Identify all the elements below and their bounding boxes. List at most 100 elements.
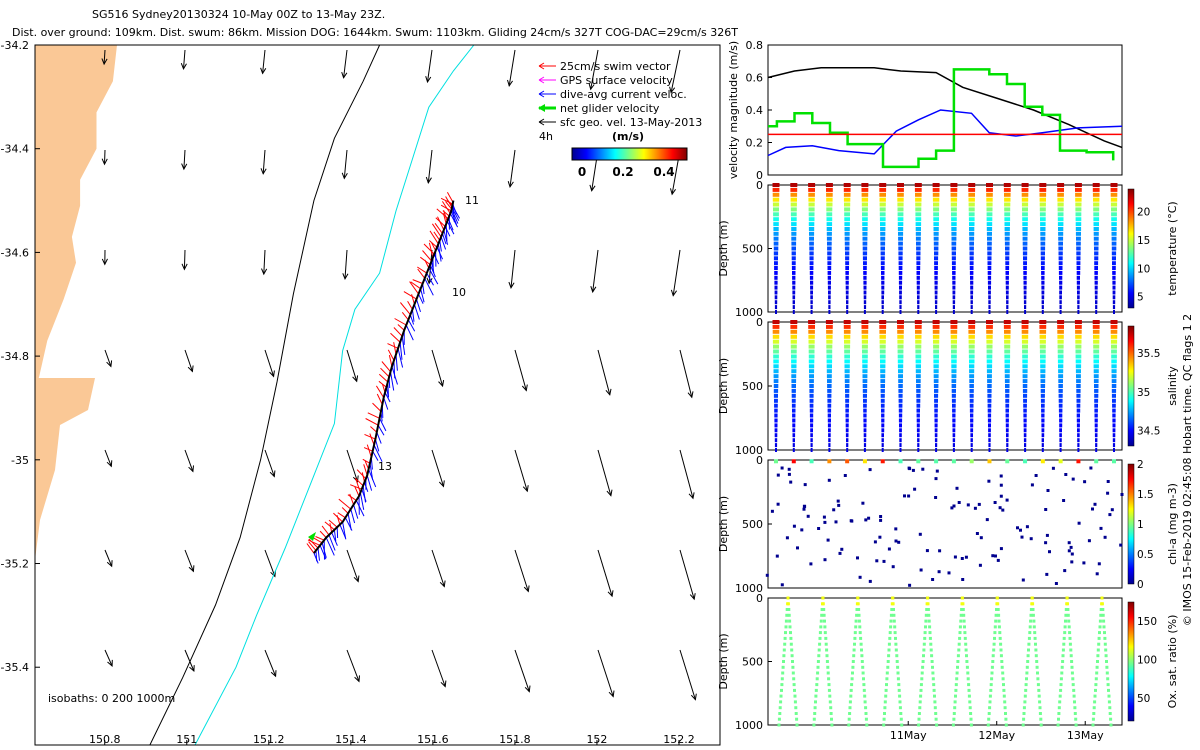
section-point (1075, 344, 1082, 349)
section-point (785, 613, 789, 617)
coastline-land-south (35, 378, 95, 560)
section-point (1057, 344, 1064, 349)
section-point (933, 222, 939, 227)
section-point (808, 320, 816, 324)
section-point (1099, 613, 1103, 617)
section-point (897, 320, 904, 324)
section-point (988, 443, 991, 448)
section-point (862, 251, 868, 256)
section-point (995, 608, 998, 611)
section-point (1076, 418, 1080, 423)
section-point (986, 334, 993, 339)
section-point (969, 374, 975, 379)
section-point (1075, 187, 1082, 192)
section-point (1037, 688, 1041, 692)
swim-vector (362, 458, 371, 464)
section-point (917, 717, 921, 721)
section-point (856, 596, 860, 600)
legend-label-swim: 25cm/s swim vector (560, 60, 671, 73)
dac-vector (393, 360, 396, 379)
section-point (921, 467, 925, 471)
section-point (773, 388, 779, 393)
section-point (899, 310, 902, 314)
section-point (917, 433, 920, 438)
section-point (1019, 528, 1022, 532)
section-point (967, 683, 971, 687)
section-point (1023, 266, 1027, 270)
section-point (952, 285, 956, 290)
swim-vector (435, 217, 446, 227)
legend-label-sfc: sfc geo. vel. 13-May-2013 (560, 116, 702, 129)
section-point (934, 256, 939, 261)
section-point (826, 202, 833, 207)
sfc-geo-arrow (346, 549, 359, 582)
section-point (933, 217, 939, 222)
section-point (951, 246, 957, 251)
section-point (792, 423, 796, 428)
section-point (864, 706, 868, 710)
dac-vector (333, 529, 337, 542)
section-point (915, 197, 922, 202)
section-point (862, 354, 868, 359)
map-x-tick-label: 150.8 (89, 733, 121, 746)
section-point (1075, 192, 1082, 197)
day-label-10: 10 (452, 286, 466, 299)
section-point (1095, 443, 1098, 448)
section-point (1041, 295, 1045, 300)
section-point (814, 700, 817, 704)
section-point (1034, 642, 1037, 646)
section-point (773, 227, 779, 231)
day-label-11: 11 (465, 194, 479, 207)
sfc-geo-arrow-head (590, 286, 597, 294)
section-y-tick-label: 0 (756, 179, 763, 192)
section-point (774, 423, 778, 428)
sfc-geo-arrow-head (690, 693, 697, 701)
section-point (863, 290, 867, 295)
section-point (862, 236, 868, 241)
section-colorbar-tick: 50 (1137, 693, 1150, 705)
section-point (1051, 466, 1055, 470)
section-point (997, 613, 1001, 617)
section-point (968, 192, 975, 197)
section-colorbar-tick: 5 (1137, 292, 1144, 304)
section-point (825, 648, 829, 652)
section-point (1112, 423, 1116, 428)
section-point (810, 418, 814, 423)
swim-vector (307, 539, 321, 546)
sfc-geo-arrow-head (605, 388, 612, 396)
section-point (1076, 270, 1081, 275)
section-point (1004, 359, 1010, 364)
section-point (970, 300, 973, 305)
section-point (1105, 665, 1109, 669)
section-point (1020, 535, 1024, 539)
section-point (1029, 619, 1033, 623)
sfc-geo-arrow (184, 449, 194, 472)
section-point (1004, 227, 1010, 231)
section-point (1041, 300, 1044, 305)
section-point (1075, 217, 1082, 222)
swim-vector (333, 512, 343, 523)
section-point (891, 596, 895, 600)
section-point (951, 236, 957, 241)
section-point (1025, 671, 1029, 675)
section-point (1039, 339, 1046, 344)
section-point (1077, 305, 1080, 310)
sfc-geo-arrow-head (107, 659, 113, 667)
section-frame (767, 321, 1123, 451)
section-point (808, 227, 815, 231)
section-point (880, 398, 885, 403)
sfc-geo-arrow-head (354, 675, 360, 683)
section-point (1108, 706, 1112, 710)
section-point (1004, 339, 1011, 344)
section-point (1103, 642, 1107, 646)
section-point (932, 683, 936, 687)
section-point (1022, 217, 1028, 222)
section-point (1106, 480, 1110, 483)
section-point (1041, 285, 1045, 290)
section-point (969, 241, 974, 246)
section-point (999, 642, 1003, 646)
section-point (1093, 217, 1100, 222)
section-point (950, 320, 958, 324)
section-point (774, 266, 778, 270)
section-point (986, 231, 992, 236)
